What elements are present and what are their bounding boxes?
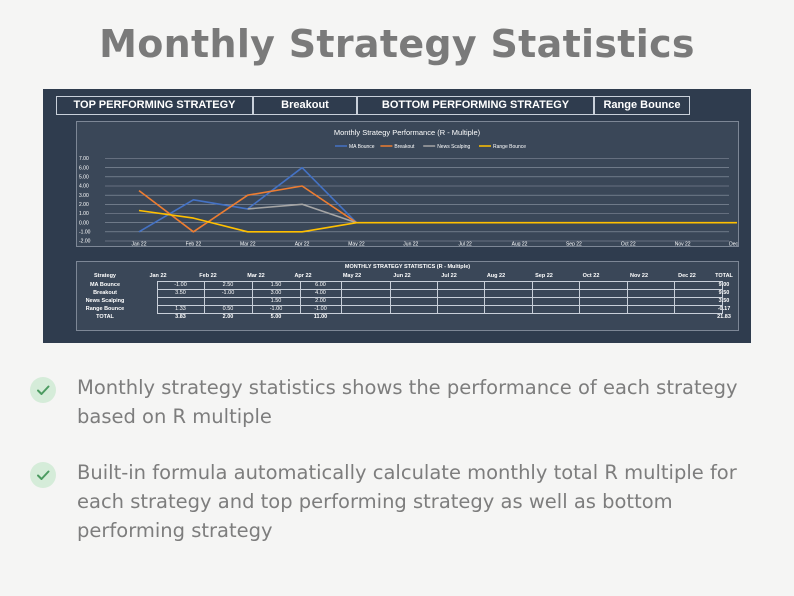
dashboard-panel: TOP PERFORMING STRATEGY Breakout BOTTOM …: [43, 89, 751, 343]
total-row-label: TOTAL: [96, 314, 114, 320]
table-cell: -1.00: [314, 306, 327, 312]
table-header-cell: Jul 22: [441, 273, 457, 279]
y-tick-label: 4.00: [79, 184, 89, 190]
x-tick-label: May 22: [348, 242, 365, 247]
table-cell: 1.33: [175, 306, 186, 312]
table-title: MONTHLY STRATEGY STATISTICS (R - Multipl…: [344, 264, 471, 270]
legend-label: Breakout: [394, 144, 415, 150]
bullet-text: Built-in formula automatically calculate…: [77, 461, 737, 542]
series-line-range-bounce: [138, 209, 737, 233]
table-cell: -1.00: [269, 306, 283, 312]
x-tick-label: Sep 22: [566, 242, 582, 247]
bottom-strategy-label: BOTTOM PERFORMING STRATEGY: [357, 96, 594, 115]
legend-label: News Scalping: [437, 144, 470, 150]
y-tick-label: 1.00: [79, 211, 89, 217]
y-tick-label: 0.00: [79, 220, 89, 226]
x-tick-label: Dec 22: [729, 242, 738, 247]
row-label: News Scalping: [85, 298, 125, 304]
table-header-cell: Feb 22: [199, 273, 217, 279]
row-label: Breakout: [93, 290, 117, 296]
check-icon: [30, 377, 56, 403]
x-tick-label: Aug 22: [512, 242, 528, 247]
top-strategy-value: Breakout: [253, 96, 357, 115]
table-cell: 4.00: [315, 290, 326, 296]
table-cell: 5.00: [270, 314, 282, 320]
table-header-cell: May 22: [342, 273, 362, 279]
table-cell: 2.00: [222, 314, 234, 320]
series-line-news-scalping: [247, 203, 357, 224]
row-label: Range Bounce: [85, 306, 125, 312]
x-tick-label: Jun 22: [403, 242, 418, 247]
y-tick-label: 6.00: [79, 165, 89, 171]
x-tick-label: Nov 22: [675, 242, 691, 247]
table-grid-cell: [579, 305, 628, 314]
table-header-cell: Sep 22: [535, 273, 553, 279]
x-tick-label: Jan 22: [131, 242, 146, 247]
y-tick-label: 3.00: [79, 193, 89, 199]
table-cell: 1.50: [270, 282, 282, 288]
row-total-cell: -0.17: [717, 306, 731, 312]
x-tick-label: Feb 22: [186, 242, 202, 247]
x-tick-label: Jul 22: [459, 242, 473, 247]
table-grid-cell: [484, 305, 533, 314]
table-cell: -1.00: [221, 290, 235, 296]
table-grid-cell: [341, 305, 391, 314]
table-header-cell: Aug 22: [486, 273, 506, 279]
table-cell: 0.50: [222, 306, 234, 312]
bottom-strategy-value: Range Bounce: [594, 96, 690, 115]
table-cell: 11.00: [313, 314, 328, 320]
y-tick-label: 2.00: [79, 202, 89, 208]
table-cell: 2.50: [222, 282, 234, 288]
series-line-breakout: [138, 185, 357, 233]
y-tick-label: 7.00: [79, 156, 89, 162]
table-cell: 6.00: [315, 282, 326, 288]
table-grid-cell: [627, 305, 675, 314]
page-title: Monthly Strategy Statistics: [99, 22, 695, 66]
table-header-cell: Jun 22: [393, 273, 411, 279]
table-cell: 3.50: [175, 290, 186, 296]
table-cell: 2.00: [315, 298, 326, 304]
stats-table: MONTHLY STRATEGY STATISTICS (R - Multipl…: [76, 261, 739, 331]
y-tick-label: 5.00: [79, 175, 89, 181]
row-total-cell: 3.50: [718, 298, 730, 304]
table-header-cell: Dec 22: [678, 273, 696, 279]
table-cell: 3.83: [175, 314, 186, 320]
check-icon: [30, 462, 56, 488]
x-tick-label: Oct 22: [621, 242, 636, 247]
table-header-cell: Strategy: [93, 273, 116, 279]
table-header-cell: Nov 22: [629, 273, 649, 279]
table-header-cell: Oct 22: [582, 273, 600, 279]
row-total-cell: 21.83: [717, 314, 731, 320]
y-tick-label: -1.00: [79, 230, 91, 236]
x-tick-label: Apr 22: [295, 242, 310, 247]
x-tick-label: Mar 22: [240, 242, 256, 247]
table-cell: 3.00: [270, 290, 282, 296]
table-grid-cell: [532, 305, 580, 314]
table-header-cell: Jan 22: [149, 273, 167, 279]
y-tick-label: -2.00: [79, 239, 91, 245]
chart-title: Monthly Strategy Performance (R - Multip…: [334, 128, 481, 137]
table-cell: -1.00: [174, 282, 187, 288]
legend-label: Range Bounce: [493, 144, 526, 150]
table-grid-cell: [390, 305, 438, 314]
table-grid-cell: [674, 305, 723, 314]
bullet-text: Monthly strategy statistics shows the pe…: [77, 376, 738, 428]
legend-label: MA Bounce: [349, 144, 375, 150]
row-total-cell: 9.00: [718, 282, 730, 288]
row-label: MA Bounce: [89, 282, 121, 288]
table-grid-cell: [437, 305, 485, 314]
table-header-cell: Mar 22: [247, 273, 265, 279]
top-strategy-label: TOP PERFORMING STRATEGY: [56, 96, 253, 115]
table-header-cell: TOTAL: [715, 273, 733, 279]
line-chart: Monthly Strategy Performance (R - Multip…: [76, 121, 739, 247]
table-cell: 1.50: [270, 298, 282, 304]
line-chart-svg: Monthly Strategy Performance (R - Multip…: [79, 128, 738, 247]
table-header-cell: Apr 22: [294, 273, 312, 279]
row-total-cell: 9.50: [718, 290, 730, 296]
